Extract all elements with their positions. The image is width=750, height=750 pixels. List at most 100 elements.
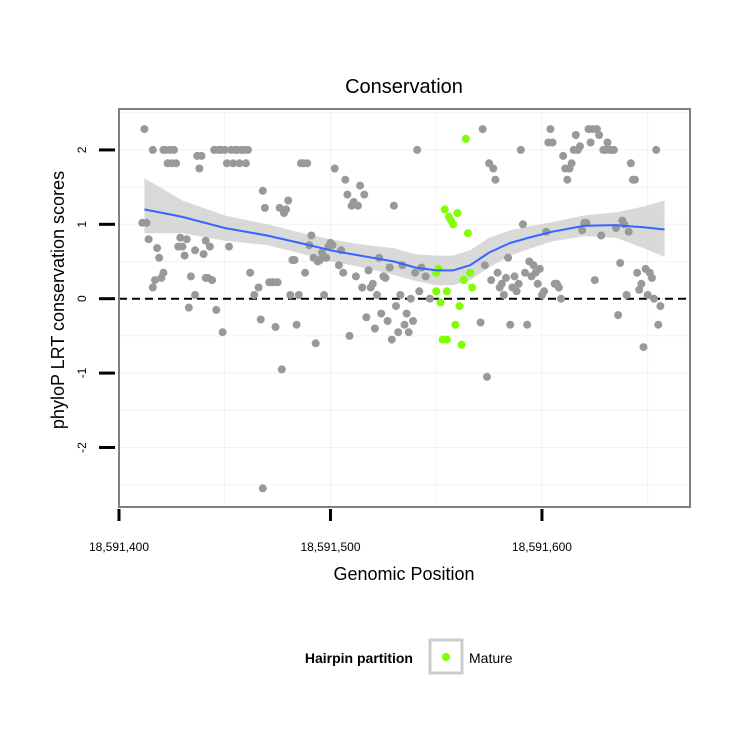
point <box>220 145 229 154</box>
mature-point <box>432 287 441 296</box>
point <box>199 250 208 259</box>
point <box>191 291 200 299</box>
point <box>290 256 299 264</box>
point <box>229 159 238 168</box>
point <box>334 261 343 270</box>
y-tick-label: 2 <box>75 146 89 153</box>
point <box>554 283 563 292</box>
point <box>191 246 200 255</box>
mature-point <box>466 268 475 277</box>
point <box>643 291 652 299</box>
point <box>516 145 525 154</box>
point <box>360 190 369 199</box>
y-tick-label: 1 <box>75 221 89 228</box>
point <box>504 253 513 262</box>
point <box>518 220 527 229</box>
point <box>483 372 491 381</box>
point <box>159 268 168 277</box>
mature-point <box>451 320 460 329</box>
point <box>341 175 350 184</box>
point <box>364 266 373 275</box>
point <box>406 294 415 303</box>
point <box>590 276 599 285</box>
point <box>478 125 487 134</box>
point <box>563 175 572 184</box>
mature-point <box>436 298 445 307</box>
legend: Hairpin partition Mature <box>305 638 513 675</box>
point <box>487 276 496 285</box>
y-axis: -2 -1 0 1 2 <box>75 146 115 453</box>
point <box>633 268 642 277</box>
point <box>381 273 390 282</box>
point <box>476 318 485 327</box>
point <box>148 283 157 292</box>
mature-point <box>459 276 468 285</box>
point <box>540 287 549 296</box>
point <box>622 291 631 299</box>
mature-point <box>440 205 449 214</box>
point <box>271 323 280 331</box>
point <box>557 294 565 303</box>
point <box>523 320 532 329</box>
point <box>493 268 502 277</box>
point <box>208 276 217 285</box>
point <box>178 242 187 251</box>
point <box>626 159 635 168</box>
point <box>354 201 362 210</box>
point <box>413 145 422 154</box>
x-tick-label: 18,591,600 <box>512 540 572 554</box>
point <box>400 320 409 329</box>
point <box>322 253 331 262</box>
point <box>396 291 405 299</box>
point <box>578 226 587 235</box>
y-tick-label: -1 <box>75 367 89 378</box>
point <box>254 283 263 292</box>
point <box>235 159 244 168</box>
point <box>480 261 489 270</box>
chart-title: Conservation <box>345 76 463 98</box>
point <box>197 151 206 160</box>
y-axis-label: phyloP LRT conservation scores <box>48 171 68 429</box>
point <box>546 125 555 134</box>
point <box>140 125 149 134</box>
mature-point <box>453 209 462 218</box>
point <box>631 175 639 184</box>
point <box>559 151 568 160</box>
point <box>307 231 316 240</box>
point <box>155 253 164 262</box>
point <box>586 138 595 147</box>
point <box>351 272 360 281</box>
point <box>330 164 339 173</box>
point <box>218 328 227 337</box>
point <box>548 138 557 147</box>
point <box>273 278 282 287</box>
point <box>499 291 508 299</box>
point <box>425 294 434 303</box>
point <box>392 302 400 311</box>
point <box>358 283 367 292</box>
mature-point <box>455 302 464 311</box>
point <box>246 268 255 277</box>
point <box>182 235 191 244</box>
point <box>567 159 576 168</box>
legend-label-mature: Mature <box>469 650 513 666</box>
point <box>597 231 606 240</box>
point <box>506 320 515 329</box>
point <box>637 279 646 288</box>
point <box>535 264 544 273</box>
point <box>624 227 633 236</box>
point <box>370 324 379 333</box>
point <box>256 315 265 324</box>
point <box>195 164 204 173</box>
point <box>222 159 231 168</box>
point <box>497 279 506 288</box>
point <box>385 263 394 272</box>
point <box>529 261 538 270</box>
mature-point <box>468 283 477 292</box>
point <box>241 159 250 168</box>
point <box>250 291 259 299</box>
point <box>614 311 623 320</box>
point <box>328 241 337 250</box>
point <box>377 309 386 318</box>
point <box>176 233 185 242</box>
